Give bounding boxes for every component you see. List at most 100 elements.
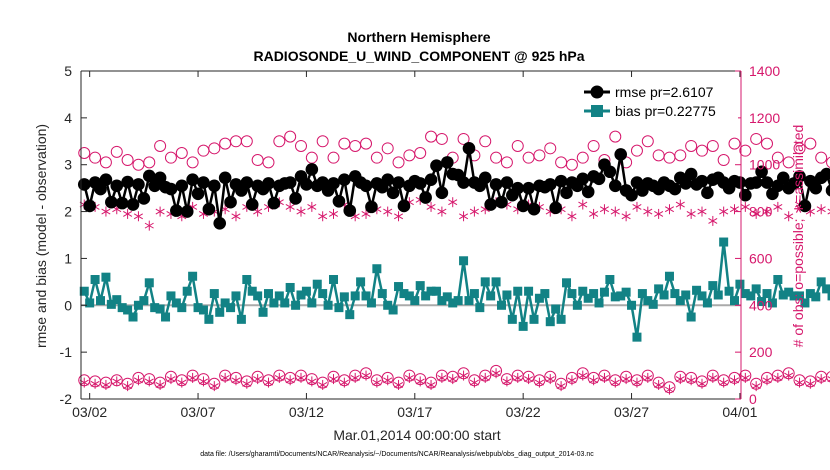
bias-point [204, 315, 213, 324]
rmse-point [501, 176, 514, 189]
bias-point [351, 291, 360, 300]
y-tick-label-right: 0 [749, 391, 757, 407]
obs-possible-marker [805, 138, 816, 149]
y-tick-label-right: 1000 [749, 157, 780, 173]
x-tick-label: 03/22 [506, 404, 541, 420]
x-tick-label: 03/17 [397, 404, 432, 420]
rmse-point [511, 182, 524, 195]
legend: rmse pr=2.6107 bias pr=0.22775 [578, 78, 738, 122]
rmse-point [219, 172, 232, 185]
rmse-point [333, 195, 346, 208]
rmse-point [604, 165, 617, 178]
rmse-point [609, 180, 622, 193]
bias-point [432, 287, 441, 296]
bias-point [687, 313, 696, 322]
bias-point [714, 290, 723, 299]
bias-point [188, 272, 197, 281]
bias-point [96, 296, 105, 305]
bias-point [324, 301, 333, 310]
rmse-point [203, 203, 216, 216]
chart-title: Northern Hemisphere [347, 29, 490, 45]
bias-point [540, 289, 549, 298]
obs-assimilated-marker [817, 374, 826, 384]
rmse-point [224, 196, 237, 209]
rmse-point [116, 197, 129, 210]
x-tick-label: 03/02 [72, 404, 107, 420]
bias-point [551, 305, 560, 314]
bias-point [237, 315, 246, 324]
bias-point [112, 295, 121, 304]
bias-point [595, 298, 604, 307]
rmse-point [100, 173, 113, 186]
rmse-point [750, 176, 763, 189]
rmse-point [365, 201, 378, 214]
rmse-point [192, 187, 205, 200]
bias-point [389, 305, 398, 314]
bias-point [497, 301, 506, 310]
chart-subtitle: RADIOSONDE_U_WIND_COMPONENT @ 925 hPa [253, 48, 584, 64]
rmse-point [582, 186, 595, 199]
y-tick-label: 0 [64, 297, 72, 313]
bias-point [226, 303, 235, 312]
rmse-point [484, 198, 497, 211]
rmse-point [300, 178, 313, 191]
bias-point [459, 256, 468, 265]
bias-point [730, 296, 739, 305]
legend-rmse-label: rmse pr=2.6107 [615, 84, 714, 100]
rmse-point [132, 178, 145, 191]
rmse-point [696, 175, 709, 188]
bias-point [372, 264, 381, 273]
bias-point [101, 273, 110, 282]
bias-point [735, 280, 744, 289]
bias-point [161, 313, 170, 322]
rmse-point [576, 172, 589, 185]
rmse-point [338, 173, 351, 186]
legend-rmse-marker [591, 86, 604, 99]
rmse-point [138, 192, 151, 205]
bias-point [486, 291, 495, 300]
obs-assimilated-marker [774, 202, 783, 212]
rmse-point [289, 192, 302, 205]
rmse-point [528, 203, 541, 216]
y-tick-label-right: 1200 [749, 110, 780, 126]
bias-point [378, 289, 387, 298]
chart-figure: 03/02 03/07 03/12 03/17 03/22 03/27 04/01-2-10… [0, 0, 830, 470]
bias-point [589, 289, 598, 298]
bias-point [345, 310, 354, 319]
bias-point [622, 288, 631, 297]
bias-point [356, 277, 365, 286]
rmse-point [441, 156, 454, 169]
bias-point [410, 296, 419, 305]
rmse-point [284, 176, 297, 189]
bias-point [177, 303, 186, 312]
y-axis-right-label: # of obs: o=possible; ∗=assimilated [790, 125, 806, 348]
rmse-point [213, 217, 226, 230]
obs-possible-marker [816, 152, 827, 163]
x-tick-label: 03/07 [181, 404, 216, 420]
bias-point [703, 298, 712, 307]
bias-point [242, 275, 251, 284]
bias-point [210, 289, 219, 298]
rmse-point [419, 191, 432, 204]
bias-point [85, 298, 94, 307]
bias-point [470, 289, 479, 298]
rmse-point [761, 176, 774, 189]
bias-point [313, 280, 322, 289]
data-file-footer: data file: /Users/gharamti/Documents/NCA… [200, 451, 594, 458]
bias-point [91, 275, 100, 284]
rmse-point [121, 176, 134, 189]
rmse-point [436, 187, 449, 200]
obs-assimilated-marker [806, 379, 815, 389]
bias-point [502, 290, 511, 299]
bias-point [508, 315, 517, 324]
rmse-point [306, 163, 319, 176]
obs-assimilated-marker [763, 375, 772, 385]
x-tick-label: 03/12 [289, 404, 324, 420]
bias-point [253, 291, 262, 300]
obs-possible-marker [762, 138, 773, 149]
bias-point [139, 296, 148, 305]
rmse-point [614, 148, 627, 161]
obs-assimilated-marker [817, 204, 826, 214]
y-tick-label: 4 [64, 110, 72, 126]
rmse-point [490, 178, 503, 191]
